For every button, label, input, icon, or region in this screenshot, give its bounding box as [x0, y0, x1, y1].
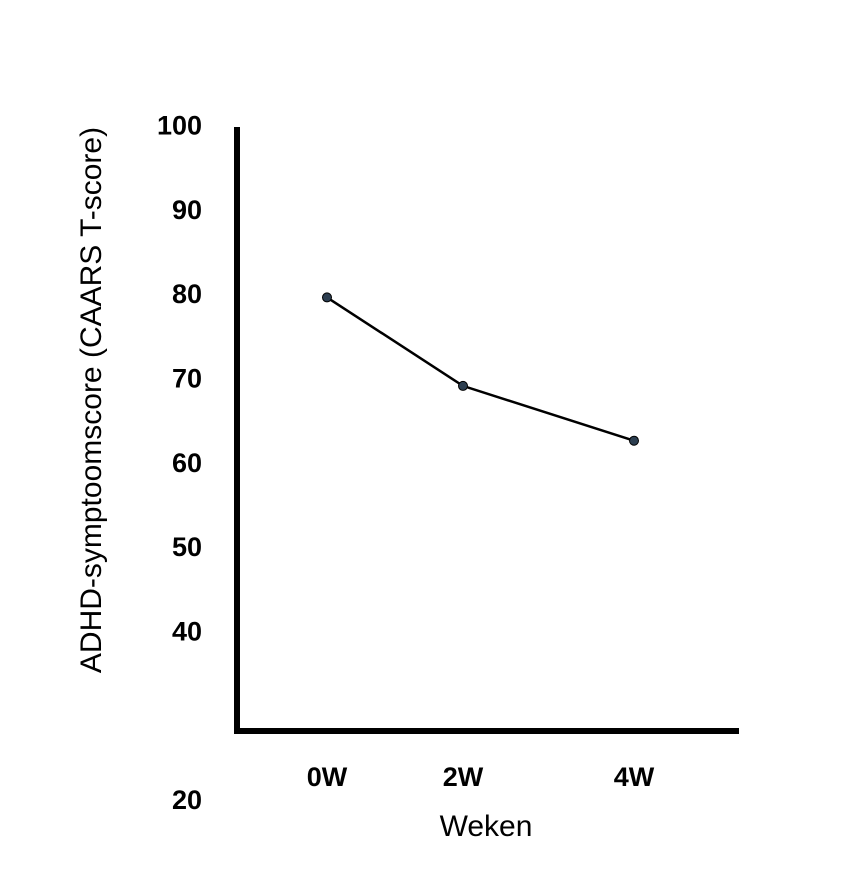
- data-point-4w: [629, 435, 639, 446]
- axes: [234, 127, 739, 734]
- data-point-2w: [458, 380, 468, 391]
- series-group: [322, 292, 639, 446]
- y-tick-label: 70: [172, 363, 202, 393]
- data-point-0w: [322, 292, 332, 303]
- y-tick-label: 90: [172, 195, 202, 225]
- x-tick-label: 2W: [443, 762, 484, 792]
- y-tick-label: 80: [172, 279, 202, 309]
- y-tick-label: 60: [172, 448, 202, 478]
- y-tick-label: 100: [157, 111, 202, 141]
- x-tick-label: 4W: [614, 762, 655, 792]
- y-tick-label: 50: [172, 532, 202, 562]
- y-axis-title: ADHD-symptoomscore (CAARS T-score): [75, 127, 108, 673]
- x-tick-labels: 0W 2W 4W: [307, 762, 655, 792]
- y-tick-label: 40: [172, 616, 202, 646]
- y-tick-label: 20: [172, 785, 202, 815]
- series-line: [326, 296, 635, 442]
- y-tick-labels: 20 40 50 60 70 80 90 100: [157, 111, 202, 815]
- x-tick-label: 0W: [307, 762, 348, 792]
- x-axis-title: Weken: [440, 810, 533, 843]
